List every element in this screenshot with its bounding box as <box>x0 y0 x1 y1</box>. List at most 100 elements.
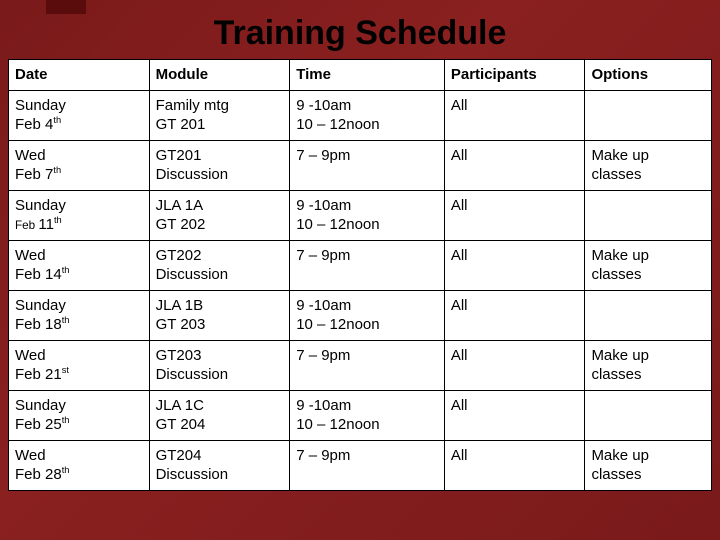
cell-date: WedFeb 21st <box>9 340 150 390</box>
table-row: WedFeb 14thGT202Discussion7 – 9pmAllMake… <box>9 240 712 290</box>
module-line2: Discussion <box>156 265 284 285</box>
time-line1: 9 -10am <box>296 96 438 116</box>
module-line2: Discussion <box>156 165 284 185</box>
module-line1: Family mtg <box>156 96 284 116</box>
table-row: WedFeb 7thGT201Discussion7 – 9pmAllMake … <box>9 140 712 190</box>
accent-tab <box>46 0 86 14</box>
date-day: Sunday <box>15 396 143 416</box>
module-line2: GT 204 <box>156 415 284 435</box>
cell-time: 9 -10am10 – 12noon <box>290 390 445 440</box>
module-line1: JLA 1A <box>156 196 284 216</box>
cell-module: JLA 1CGT 204 <box>149 390 290 440</box>
time-line1: 9 -10am <box>296 196 438 216</box>
date-day: Wed <box>15 146 143 166</box>
cell-time: 7 – 9pm <box>290 440 445 490</box>
module-line2: GT 203 <box>156 315 284 335</box>
table-row: WedFeb 28thGT204Discussion7 – 9pmAllMake… <box>9 440 712 490</box>
cell-participants: All <box>444 140 585 190</box>
date-day: Wed <box>15 346 143 366</box>
time-line1: 9 -10am <box>296 396 438 416</box>
time-line2: 10 – 12noon <box>296 115 438 135</box>
cell-module: GT202Discussion <box>149 240 290 290</box>
cell-date: SundayFeb 25th <box>9 390 150 440</box>
time-line1: 7 – 9pm <box>296 246 438 266</box>
module-line1: JLA 1B <box>156 296 284 316</box>
cell-options <box>585 90 712 140</box>
col-time: Time <box>290 60 445 91</box>
col-options: Options <box>585 60 712 91</box>
cell-time: 9 -10am10 – 12noon <box>290 90 445 140</box>
date-line: Feb 18th <box>15 315 143 335</box>
cell-module: JLA 1AGT 202 <box>149 190 290 240</box>
time-line2: 10 – 12noon <box>296 215 438 235</box>
date-day: Wed <box>15 446 143 466</box>
module-line2: Discussion <box>156 465 284 485</box>
time-line1: 7 – 9pm <box>296 446 438 466</box>
page-title: Training Schedule <box>0 0 720 59</box>
cell-module: JLA 1BGT 203 <box>149 290 290 340</box>
time-line1: 9 -10am <box>296 296 438 316</box>
table-container: Date Module Time Participants Options Su… <box>0 59 720 501</box>
table-row: SundayFeb 25thJLA 1CGT 2049 -10am10 – 12… <box>9 390 712 440</box>
cell-options: Make up classes <box>585 440 712 490</box>
module-line2: Discussion <box>156 365 284 385</box>
col-participants: Participants <box>444 60 585 91</box>
date-line: Feb 14th <box>15 265 143 285</box>
cell-date: WedFeb 7th <box>9 140 150 190</box>
date-day: Sunday <box>15 196 143 216</box>
table-row: SundayFeb 18thJLA 1BGT 2039 -10am10 – 12… <box>9 290 712 340</box>
cell-options: Make up classes <box>585 340 712 390</box>
module-line1: GT203 <box>156 346 284 366</box>
cell-module: GT204Discussion <box>149 440 290 490</box>
cell-time: 7 – 9pm <box>290 340 445 390</box>
date-line: Feb 11th <box>15 215 143 235</box>
cell-participants: All <box>444 240 585 290</box>
cell-time: 7 – 9pm <box>290 240 445 290</box>
date-day: Wed <box>15 246 143 266</box>
cell-participants: All <box>444 290 585 340</box>
time-line2: 10 – 12noon <box>296 315 438 335</box>
cell-options <box>585 190 712 240</box>
date-line: Feb 25th <box>15 415 143 435</box>
cell-date: WedFeb 14th <box>9 240 150 290</box>
schedule-table: Date Module Time Participants Options Su… <box>8 59 712 491</box>
table-body: SundayFeb 4thFamily mtgGT 2019 -10am10 –… <box>9 90 712 490</box>
module-line2: GT 201 <box>156 115 284 135</box>
table-header-row: Date Module Time Participants Options <box>9 60 712 91</box>
cell-participants: All <box>444 340 585 390</box>
cell-module: GT203Discussion <box>149 340 290 390</box>
cell-options <box>585 290 712 340</box>
date-day: Sunday <box>15 296 143 316</box>
cell-date: SundayFeb 18th <box>9 290 150 340</box>
date-line: Feb 21st <box>15 365 143 385</box>
cell-date: WedFeb 28th <box>9 440 150 490</box>
cell-options <box>585 390 712 440</box>
cell-participants: All <box>444 390 585 440</box>
col-date: Date <box>9 60 150 91</box>
date-line: Feb 28th <box>15 465 143 485</box>
module-line1: GT201 <box>156 146 284 166</box>
time-line2: 10 – 12noon <box>296 415 438 435</box>
time-line1: 7 – 9pm <box>296 346 438 366</box>
time-line1: 7 – 9pm <box>296 146 438 166</box>
date-line: Feb 7th <box>15 165 143 185</box>
cell-options: Make up classes <box>585 240 712 290</box>
cell-date: SundayFeb 4th <box>9 90 150 140</box>
cell-time: 9 -10am10 – 12noon <box>290 290 445 340</box>
date-line: Feb 4th <box>15 115 143 135</box>
cell-participants: All <box>444 90 585 140</box>
module-line1: GT204 <box>156 446 284 466</box>
module-line2: GT 202 <box>156 215 284 235</box>
table-row: SundayFeb 11thJLA 1AGT 2029 -10am10 – 12… <box>9 190 712 240</box>
col-module: Module <box>149 60 290 91</box>
module-line1: GT202 <box>156 246 284 266</box>
cell-participants: All <box>444 190 585 240</box>
cell-time: 9 -10am10 – 12noon <box>290 190 445 240</box>
cell-date: SundayFeb 11th <box>9 190 150 240</box>
table-row: WedFeb 21stGT203Discussion7 – 9pmAllMake… <box>9 340 712 390</box>
cell-participants: All <box>444 440 585 490</box>
cell-options: Make up classes <box>585 140 712 190</box>
cell-time: 7 – 9pm <box>290 140 445 190</box>
date-day: Sunday <box>15 96 143 116</box>
cell-module: GT201Discussion <box>149 140 290 190</box>
